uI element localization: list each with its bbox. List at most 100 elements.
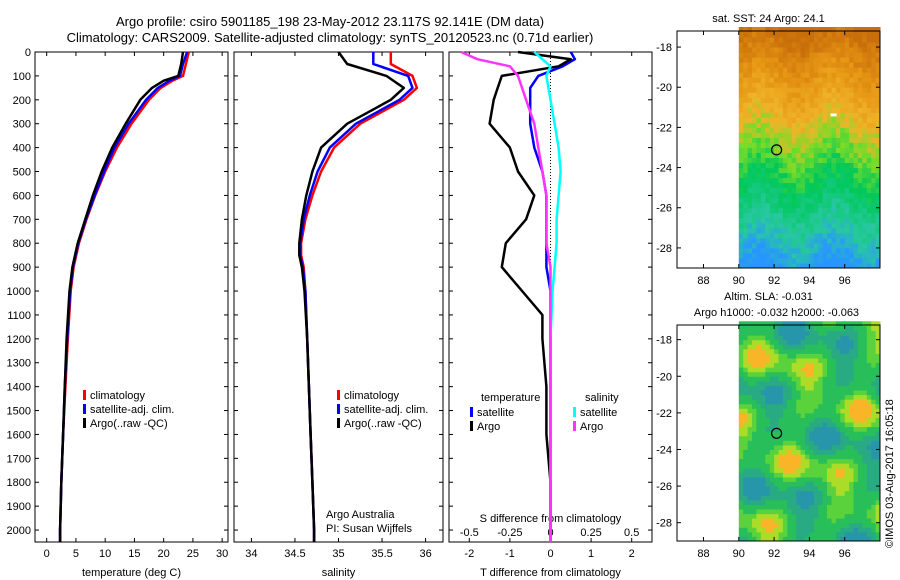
depth-tick-label: 1500 (7, 406, 31, 418)
depth-tick-label: 0 (25, 47, 31, 59)
temperature-plot-frame (34, 51, 229, 543)
sla-map-lat-tick-label: -28 (656, 518, 672, 530)
salinity-x-tick-label: 34 (245, 548, 257, 560)
temperature-x-tick-label: 15 (128, 548, 140, 560)
salinity-diff-tick-label: -0.5 (460, 527, 479, 539)
difference-x-tick-label: 2 (629, 548, 635, 560)
diff-legend-swatch (573, 407, 576, 417)
diff-legend-swatch (470, 421, 473, 431)
imos-credit: ©IMOS 03-Aug-2017 16:05:18 (884, 399, 896, 548)
sst-map-field (738, 27, 881, 269)
sla-map-argo-location-marker (770, 427, 783, 439)
difference-series-s-argo (460, 50, 552, 542)
temperature-x-tick-label: 30 (216, 548, 228, 560)
sla-map-lat-tick-label: -24 (656, 444, 672, 456)
sst-missing-data-cell (830, 113, 837, 117)
temperature-x-axis-label: temperature (deg C) (82, 567, 181, 579)
sst-map-lat-tick-label: -28 (656, 243, 672, 255)
difference-series-s-satellite (533, 51, 562, 542)
difference-x-tick-label: 0 (547, 548, 553, 560)
sst-map-argo-location-marker (770, 144, 783, 156)
sla-map-lat-tick-label: -26 (656, 481, 672, 493)
salinity-series-climatology (299, 52, 419, 542)
sla-map-panel: 88 90 92 94 96 -18 -20 -22 -24 -26 -28 Altim. SLA: … (656, 291, 881, 560)
difference-x-tick-label: -1 (505, 548, 515, 560)
temperature-x-tick-label: 5 (73, 548, 79, 560)
salinity-legend-label: Argo(..raw -QC) (344, 418, 422, 430)
salinity-diff-tick-label: 0.5 (624, 527, 639, 539)
temperature-series-argo-raw-qc- (58, 51, 185, 542)
sla-map-lat-tick-label: -18 (656, 335, 672, 347)
depth-tick-label: 1900 (7, 501, 31, 513)
temperature-legend-swatch (83, 390, 86, 400)
sla-map-lon-tick-label: 96 (839, 548, 851, 560)
sst-map-frame (676, 30, 881, 269)
depth-tick-label: 300 (13, 119, 31, 131)
temperature-legend-label: climatology (90, 390, 146, 402)
sla-map-lon-tick-label: 92 (768, 548, 780, 560)
difference-x-tick-label: -2 (464, 548, 474, 560)
salinity-legend-label: climatology (344, 390, 400, 402)
salinity-series-argo-raw-qc- (298, 51, 406, 542)
depth-tick-label: 600 (13, 190, 31, 202)
salinity-panel: 34 34.5 35 35.5 36 salinity climatology satelli… (233, 51, 444, 579)
sst-map-lat-tick-label: -24 (656, 163, 672, 175)
sla-map-lon-tick-label: 88 (697, 548, 709, 560)
title-line-2: Climatology: CARS2009. Satellite-adjuste… (67, 30, 594, 45)
diff-legend-label: Argo (477, 421, 500, 433)
temperature-x-tick-label: 0 (44, 548, 50, 560)
depth-tick-label: 500 (13, 167, 31, 179)
sla-map-lat-tick-label: -22 (656, 408, 672, 420)
depth-tick-label: 200 (13, 95, 31, 107)
depth-tick-label: 1100 (7, 310, 31, 322)
sst-map-lon-tick-label: 88 (697, 275, 709, 287)
temperature-legend-label: Argo(..raw -QC) (90, 418, 168, 430)
temperature-x-tick-label: 10 (99, 548, 111, 560)
depth-tick-label: 100 (13, 71, 31, 83)
depth-tick-label: 1300 (7, 358, 31, 370)
salinity-plot-frame (233, 51, 444, 543)
temperature-legend-swatch (83, 404, 86, 414)
salinity-x-axis-label: salinity (322, 567, 356, 579)
sst-map-lon-tick-label: 94 (803, 275, 815, 287)
salinity-x-tick-label: 36 (419, 548, 431, 560)
salinity-diff-tick-label: 0.25 (580, 527, 601, 539)
salinity-annotation: Argo Australia (326, 509, 395, 521)
diff-legend-label: Argo (580, 421, 603, 433)
diff-legend-header-salinity: salinity (585, 392, 619, 404)
depth-tick-label: 700 (13, 214, 31, 226)
sst-map-panel: 88 90 92 94 96 -18 -20 -22 -24 -26 -28 sat. SST: 24… (656, 13, 881, 287)
salinity-x-tick-label: 35 (332, 548, 344, 560)
sst-map-lon-tick-label: 92 (768, 275, 780, 287)
sla-map-field (738, 321, 881, 542)
sst-map-lat-tick-label: -22 (656, 122, 672, 134)
depth-tick-label: 1400 (7, 382, 31, 394)
depth-tick-label: 800 (13, 238, 31, 250)
depth-tick-label: 1000 (7, 286, 31, 298)
difference-x-tick-label: 1 (588, 548, 594, 560)
difference-series-t-argo (488, 50, 573, 542)
depth-tick-label: 1800 (7, 477, 31, 489)
sst-map-title: sat. SST: 24 Argo: 24.1 (712, 13, 825, 25)
difference-x-axis-label: T difference from climatology (480, 567, 621, 579)
temperature-x-tick-label: 25 (187, 548, 199, 560)
diff-legend-label: satellite (580, 407, 617, 419)
sla-map-title: Altim. SLA: -0.031 (724, 291, 813, 303)
sst-map-lat-tick-label: -20 (656, 82, 672, 94)
title-line-1: Argo profile: csiro 5901185_198 23-May-2… (116, 14, 544, 29)
sla-map-lat-tick-label: -20 (656, 371, 672, 383)
diff-legend-swatch (470, 407, 473, 417)
depth-tick-label: 2000 (7, 525, 31, 537)
salinity-x-tick-label: 34.5 (284, 548, 305, 560)
salinity-diff-tick-label: -0.25 (497, 527, 522, 539)
temperature-legend-label: satellite-adj. clim. (90, 404, 174, 416)
salinity-legend-label: satellite-adj. clim. (344, 404, 428, 416)
sla-map-lon-tick-label: 90 (733, 548, 745, 560)
salinity-legend-swatch (337, 404, 340, 414)
salinity-legend-swatch (337, 418, 340, 428)
diff-legend-swatch (573, 421, 576, 431)
diff-legend-label: satellite (477, 407, 514, 419)
salinity-series-satellite-adj-clim- (298, 52, 414, 542)
temperature-panel: 0100200300400500600700800900100011001200… (7, 47, 229, 579)
diff-legend-header-temperature: temperature (481, 392, 540, 404)
